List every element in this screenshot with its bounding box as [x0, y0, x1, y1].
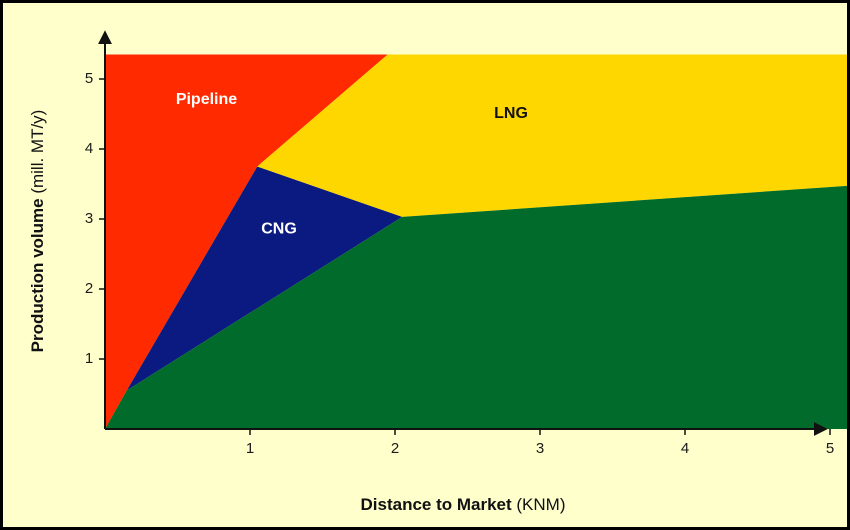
x-axis-title-bold: Distance to Market — [361, 495, 512, 514]
y-axis-title: Production volume (mill. MT/y) — [28, 110, 47, 353]
region-chart: 1 2 3 4 5 1 2 3 4 5 Pipeline CNG LNG Distance to Ma… — [28, 30, 847, 514]
region-labels: Pipeline CNG LNG — [176, 91, 528, 238]
x-tick-label: 4 — [681, 440, 689, 457]
chart-regions — [105, 54, 847, 429]
x-axis-title-unit: (KNM) — [512, 495, 566, 514]
region-lng — [257, 54, 847, 217]
chart-ticks: 1 2 3 4 5 1 2 3 4 5 — [85, 70, 834, 457]
y-axis-title-bold: Production volume — [28, 198, 47, 352]
region-label-cng: CNG — [261, 221, 297, 238]
x-tick-label: 2 — [391, 440, 399, 457]
x-axis-title: Distance to Market (KNM) — [361, 495, 566, 514]
x-tick-label: 3 — [536, 440, 544, 457]
region-unlabeled-3 — [105, 185, 847, 429]
y-tick-label: 2 — [85, 280, 93, 297]
region-pipeline — [105, 54, 388, 429]
y-tick-label: 3 — [85, 210, 93, 227]
y-tick-label: 5 — [85, 70, 93, 87]
chart-axes — [98, 30, 828, 436]
x-tick-label: 1 — [246, 440, 254, 457]
y-tick-label: 4 — [85, 140, 93, 157]
y-axis-title-unit: (mill. MT/y) — [28, 110, 47, 199]
x-tick-label: 5 — [826, 440, 834, 457]
region-cng — [126, 166, 403, 391]
chart-frame: 1 2 3 4 5 1 2 3 4 5 Pipeline CNG LNG Distance to Ma… — [3, 3, 847, 527]
region-label-lng: LNG — [494, 105, 528, 122]
y-tick-label: 1 — [85, 350, 93, 367]
region-label-pipeline: Pipeline — [176, 91, 237, 108]
